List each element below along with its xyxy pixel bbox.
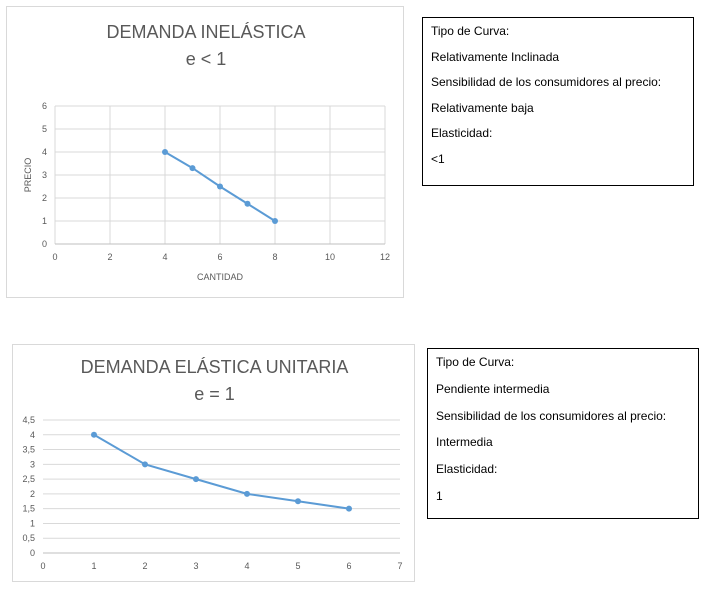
x-tick-label: 8 [272, 252, 277, 262]
info-curve-type-value: Relativamente Inclinada [431, 49, 560, 64]
y-tick-label: 0 [42, 239, 47, 249]
unitary-info-box: Tipo de Curva: Pendiente intermedia Sens… [427, 348, 699, 519]
info-sensitivity-value: Intermedia [436, 435, 493, 450]
info-elasticity-label: Elasticidad: [431, 126, 493, 140]
y-axis-label: PRECIO [23, 158, 33, 193]
series-line [93, 433, 350, 510]
info-sensitivity-value: Relativamente baja [431, 100, 534, 115]
x-tick-label: 0 [52, 252, 57, 262]
x-tick-label: 10 [325, 252, 335, 262]
data-point [217, 183, 223, 190]
chart-subtitle: e = 1 [194, 384, 235, 404]
unitary-elastic-demand-chart: DEMANDA ELÁSTICA UNITARIA e = 1 0 0,5 1 1,5 2 2… [12, 344, 415, 582]
data-point [272, 218, 278, 224]
chart-title: DEMANDA ELÁSTICA UNITARIA [81, 357, 349, 377]
y-tick-label: 6 [42, 101, 47, 111]
data-point [346, 505, 352, 512]
data-point [142, 461, 148, 468]
y-tick-label: 4 [30, 430, 35, 440]
x-tick-label: 1 [91, 561, 96, 571]
y-tick-label: 2 [42, 193, 47, 203]
data-point [295, 498, 301, 505]
info-curve-type-value: Pendiente intermedia [436, 381, 550, 396]
x-tick-label: 0 [40, 561, 45, 571]
x-tick-label: 2 [107, 252, 112, 262]
x-tick-label: 3 [193, 561, 198, 571]
info-elasticity-value: 1 [436, 488, 443, 503]
y-tick-label: 4,5 [22, 415, 35, 425]
x-tick-label: 4 [244, 561, 249, 571]
y-tick-label: 5 [42, 124, 47, 134]
x-tick-label: 12 [380, 252, 390, 262]
chart-svg: DEMANDA ELÁSTICA UNITARIA e = 1 0 0,5 1 1,5 2 2… [22, 357, 402, 571]
y-tick-label: 0,5 [22, 533, 35, 543]
y-tick-label: 2,5 [22, 474, 35, 484]
info-sensitivity-label: Sensibilidad de los consumidores al prec… [431, 75, 662, 89]
info-sensitivity-label: Sensibilidad de los consumidores al prec… [436, 408, 667, 423]
y-tick-label: 1 [30, 518, 35, 528]
y-tick-label: 3 [30, 459, 35, 469]
x-tick-label: 6 [346, 561, 351, 571]
x-tick-label: 5 [295, 561, 300, 571]
data-point [244, 200, 251, 207]
y-tick-label: 3 [42, 170, 47, 180]
y-tick-label: 1 [42, 216, 47, 226]
info-curve-type-label: Tipo de Curva: [431, 24, 510, 38]
y-tick-label: 3,5 [22, 445, 35, 455]
x-axis-label: CANTIDAD [197, 272, 244, 282]
y-tick-label: 1,5 [22, 504, 35, 514]
y-tick-label: 2 [30, 489, 35, 499]
info-elasticity-value: <1 [431, 151, 445, 166]
inelastic-info-box: Tipo de Curva: Relativamente Inclinada S… [422, 17, 694, 186]
y-tick-label: 4 [42, 147, 47, 157]
x-tick-label: 4 [162, 252, 167, 262]
y-tick-label: 0 [30, 548, 35, 558]
data-point [162, 149, 168, 155]
data-point [189, 165, 196, 172]
data-point [193, 476, 199, 483]
info-elasticity-label: Elasticidad: [436, 462, 498, 477]
inelastic-demand-chart: DEMANDA INELÁSTICA e < 1 0 1 2 3 4 5 6 0 2 4 6 8 10 12 C… [6, 6, 404, 298]
x-tick-label: 6 [217, 252, 222, 262]
chart-title: DEMANDA INELÁSTICA [106, 22, 305, 42]
x-tick-label: 2 [142, 561, 147, 571]
data-point [244, 490, 250, 497]
chart-subtitle: e < 1 [186, 49, 227, 69]
data-point [91, 431, 97, 438]
x-tick-label: 7 [397, 561, 402, 571]
info-curve-type-label: Tipo de Curva: [436, 355, 515, 369]
